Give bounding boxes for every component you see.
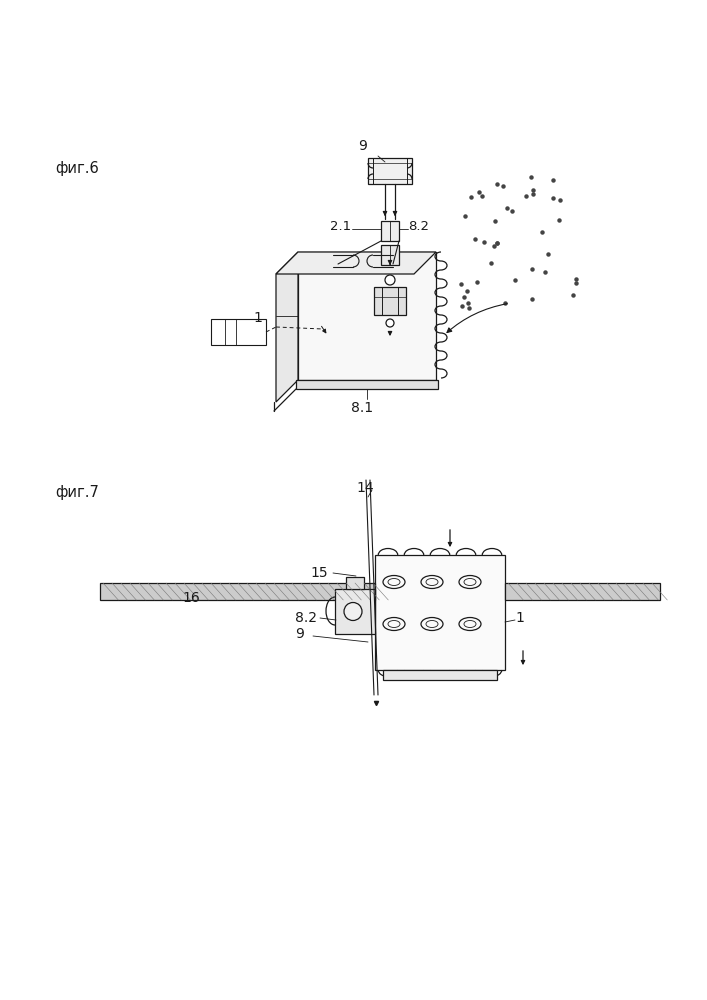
Bar xyxy=(368,158,412,184)
Bar xyxy=(296,380,438,389)
Text: 1: 1 xyxy=(253,311,262,325)
Text: 9: 9 xyxy=(358,139,367,153)
Text: 1: 1 xyxy=(515,611,524,625)
Bar xyxy=(374,287,406,315)
Bar xyxy=(100,583,375,600)
Text: 8.2: 8.2 xyxy=(408,220,429,232)
Text: 8.1: 8.1 xyxy=(351,401,373,415)
Text: фиг.7: фиг.7 xyxy=(55,485,99,499)
Bar xyxy=(505,583,660,600)
Circle shape xyxy=(386,319,394,327)
Text: 14: 14 xyxy=(356,481,373,495)
Circle shape xyxy=(344,602,362,620)
Bar xyxy=(375,555,505,670)
Text: 2.1: 2.1 xyxy=(330,220,351,232)
Bar xyxy=(383,670,497,680)
Bar xyxy=(335,589,375,634)
Circle shape xyxy=(385,275,395,285)
Text: 8.2: 8.2 xyxy=(295,611,317,625)
Text: 16: 16 xyxy=(182,591,200,605)
Bar xyxy=(346,577,364,589)
Polygon shape xyxy=(276,252,298,402)
Polygon shape xyxy=(276,252,436,274)
Bar xyxy=(381,245,399,265)
Bar xyxy=(298,252,436,380)
Text: 9: 9 xyxy=(295,627,304,641)
Text: фиг.6: фиг.6 xyxy=(55,160,99,176)
Bar xyxy=(211,319,266,345)
Bar xyxy=(381,221,399,241)
Text: 15: 15 xyxy=(310,566,327,580)
